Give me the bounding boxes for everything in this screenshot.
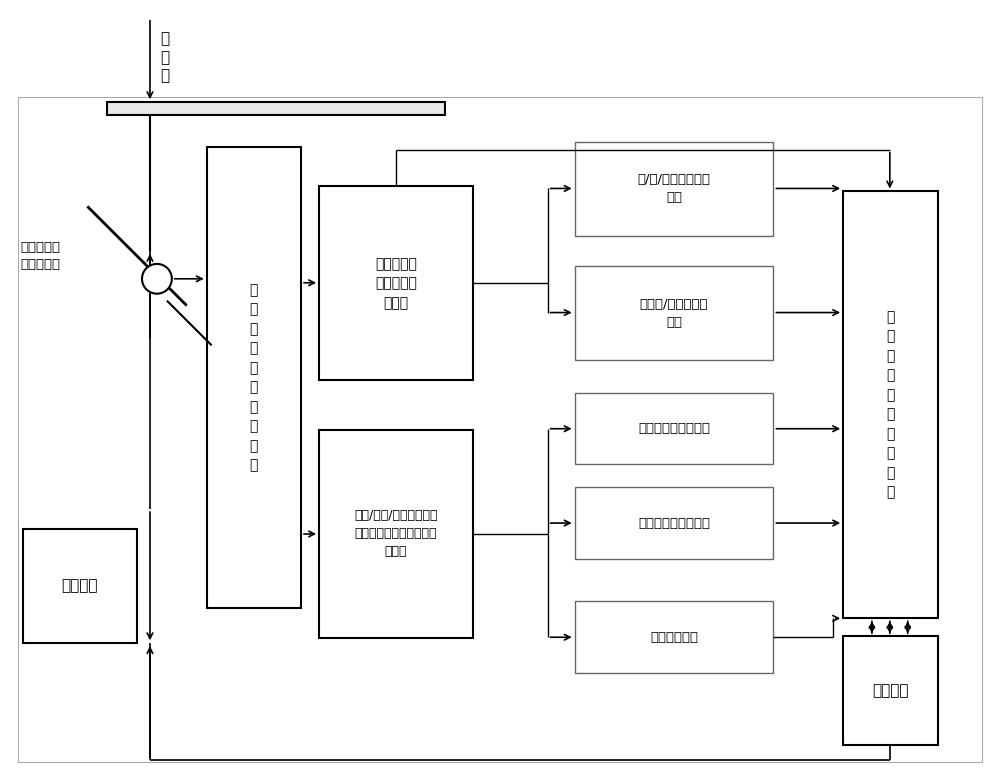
- Bar: [319, 187, 473, 380]
- Bar: [575, 601, 773, 673]
- Text: 伺服系统: 伺服系统: [62, 579, 98, 594]
- Text: 控制模块: 控制模块: [872, 683, 909, 698]
- Text: 大视场二维
扫描瞄准镜: 大视场二维 扫描瞄准镜: [21, 241, 61, 271]
- Bar: [843, 637, 938, 745]
- Bar: [107, 102, 445, 115]
- Text: 可见近红外成像模块: 可见近红外成像模块: [638, 516, 710, 530]
- Text: 中波宽/窄波段成像
模块: 中波宽/窄波段成像 模块: [640, 298, 708, 329]
- Text: 共
孔
径
主
光
学
系
统
模
块: 共 孔 径 主 光 学 系 统 模 块: [250, 283, 258, 473]
- Bar: [18, 97, 982, 762]
- Circle shape: [142, 264, 172, 294]
- Bar: [843, 191, 938, 619]
- Bar: [575, 393, 773, 465]
- Bar: [575, 487, 773, 558]
- Text: 图
谱
融
合
信
息
处
理
模
块: 图 谱 融 合 信 息 处 理 模 块: [886, 310, 895, 500]
- Text: 紫外测谱模块: 紫外测谱模块: [650, 631, 698, 644]
- Text: 紫外/可见/近红外成谱、
可见近红外成像光学子系
统模块: 紫外/可见/近红外成谱、 可见近红外成像光学子系 统模块: [354, 509, 438, 558]
- Text: 入
射
光: 入 射 光: [160, 31, 169, 84]
- Bar: [575, 266, 773, 360]
- Bar: [319, 430, 473, 638]
- Bar: [207, 147, 301, 608]
- Text: 短/中/长波红外测谱
模块: 短/中/长波红外测谱 模块: [638, 173, 711, 205]
- Bar: [23, 529, 137, 644]
- Text: 可见近红外测谱模块: 可见近红外测谱模块: [638, 423, 710, 435]
- Text: 红外成像成
谱光学子系
统模块: 红外成像成 谱光学子系 统模块: [375, 257, 417, 310]
- Bar: [575, 142, 773, 236]
